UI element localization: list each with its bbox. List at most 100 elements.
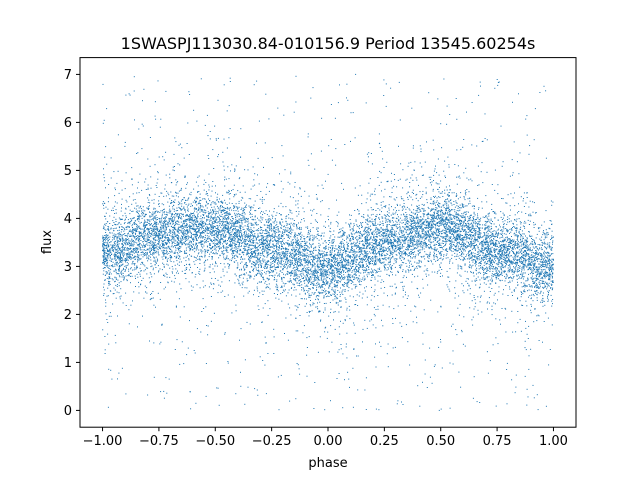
data-point bbox=[359, 225, 360, 227]
data-point bbox=[143, 222, 145, 224]
data-point bbox=[114, 243, 116, 245]
data-point bbox=[257, 217, 258, 219]
data-point bbox=[457, 241, 458, 243]
data-point bbox=[292, 244, 294, 246]
data-point bbox=[124, 243, 126, 245]
data-point bbox=[295, 239, 297, 241]
data-point bbox=[325, 245, 327, 247]
data-point bbox=[248, 205, 250, 207]
data-point bbox=[285, 251, 287, 253]
data-point bbox=[285, 227, 287, 229]
data-point bbox=[379, 250, 381, 252]
data-point bbox=[157, 265, 159, 267]
data-point bbox=[424, 219, 426, 221]
data-point bbox=[365, 269, 367, 271]
data-point bbox=[191, 246, 193, 248]
data-point bbox=[377, 244, 379, 246]
data-point bbox=[543, 250, 545, 252]
data-point bbox=[328, 264, 330, 266]
data-point bbox=[325, 264, 327, 266]
data-point bbox=[491, 203, 493, 205]
data-point bbox=[427, 206, 429, 208]
data-point bbox=[318, 242, 320, 244]
data-point bbox=[456, 231, 458, 233]
data-point bbox=[181, 225, 182, 227]
data-point bbox=[194, 276, 196, 278]
data-point bbox=[316, 228, 318, 230]
data-point bbox=[404, 223, 406, 225]
data-point bbox=[364, 259, 366, 260]
data-point bbox=[512, 223, 514, 225]
data-point bbox=[223, 246, 225, 248]
data-point bbox=[281, 272, 283, 273]
data-point bbox=[234, 238, 236, 240]
data-point bbox=[495, 282, 497, 284]
data-point bbox=[127, 225, 129, 227]
data-point bbox=[446, 216, 448, 218]
data-point bbox=[230, 227, 232, 229]
data-point bbox=[344, 251, 346, 253]
data-point bbox=[143, 238, 145, 240]
data-point bbox=[484, 220, 486, 222]
data-point bbox=[120, 218, 122, 220]
data-point bbox=[516, 251, 518, 253]
data-point bbox=[440, 253, 442, 255]
data-point bbox=[479, 242, 481, 244]
data-point bbox=[114, 213, 116, 214]
data-point bbox=[506, 263, 508, 265]
data-point bbox=[203, 228, 204, 230]
data-point bbox=[479, 236, 481, 238]
data-point bbox=[140, 231, 142, 233]
data-point bbox=[334, 280, 335, 282]
data-point bbox=[491, 254, 493, 256]
data-point bbox=[303, 249, 305, 251]
data-point bbox=[120, 295, 122, 297]
data-point bbox=[245, 230, 247, 232]
data-point bbox=[458, 230, 460, 232]
data-point bbox=[386, 238, 388, 240]
data-point bbox=[122, 249, 124, 251]
data-point bbox=[243, 212, 245, 214]
data-point bbox=[424, 234, 426, 236]
data-point bbox=[412, 220, 414, 222]
data-point bbox=[393, 243, 394, 245]
data-point bbox=[305, 259, 306, 261]
data-point bbox=[472, 225, 474, 227]
data-point bbox=[504, 247, 506, 249]
data-point bbox=[484, 253, 486, 255]
data-point bbox=[438, 218, 440, 220]
data-point bbox=[420, 226, 421, 228]
data-point bbox=[317, 281, 319, 283]
data-point bbox=[336, 265, 338, 266]
data-point bbox=[223, 229, 224, 231]
data-point bbox=[441, 217, 443, 219]
data-point bbox=[521, 268, 523, 270]
data-point bbox=[536, 233, 538, 235]
data-point bbox=[213, 202, 215, 204]
data-point bbox=[437, 236, 439, 238]
data-point bbox=[225, 233, 227, 235]
data-point bbox=[217, 243, 218, 245]
data-point bbox=[227, 242, 228, 244]
data-point bbox=[203, 230, 205, 232]
data-point bbox=[211, 190, 213, 192]
data-point bbox=[238, 206, 240, 208]
data-point bbox=[396, 236, 398, 238]
data-point bbox=[525, 285, 527, 287]
data-point bbox=[486, 276, 488, 278]
data-point bbox=[159, 246, 161, 248]
data-point bbox=[325, 254, 327, 256]
data-point bbox=[128, 232, 129, 234]
data-point bbox=[383, 254, 385, 256]
data-point bbox=[123, 256, 124, 258]
data-point bbox=[223, 222, 225, 224]
data-point bbox=[294, 232, 296, 234]
data-point bbox=[491, 239, 492, 241]
data-point bbox=[151, 276, 153, 278]
data-point bbox=[263, 224, 265, 226]
data-point bbox=[541, 254, 543, 256]
data-point bbox=[506, 248, 508, 250]
data-point bbox=[244, 238, 245, 240]
data-point bbox=[192, 215, 193, 217]
data-point bbox=[247, 220, 249, 222]
